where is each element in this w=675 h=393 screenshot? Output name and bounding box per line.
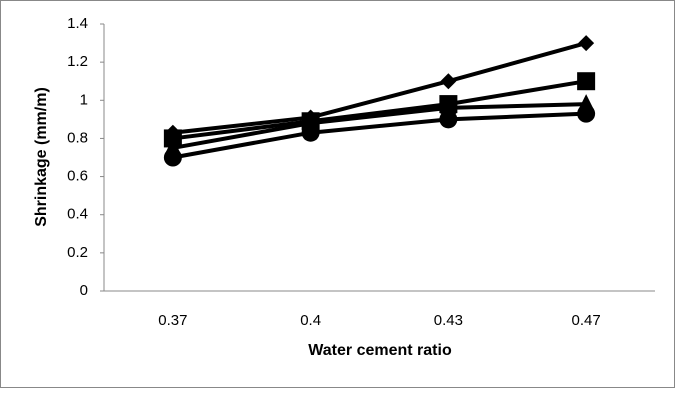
y-tick-label: 0 [80,282,88,299]
x-axis-title: Water cement ratio [308,342,452,359]
y-tick-label: 0.8 [67,129,88,146]
marker [301,123,320,142]
series-line [172,41,587,135]
y-tick-label: 0.2 [67,244,88,261]
marker [439,110,458,129]
y-tick-label: 0.6 [67,168,88,185]
y-tick-label: 0.4 [67,206,88,223]
series-line [172,79,587,141]
y-tick-label: 1.4 [67,15,88,32]
marker [578,35,595,52]
y-axis-title: Shrinkage (mm/m) [33,87,50,227]
series-line [172,102,587,150]
marker [163,148,182,167]
marker [440,97,457,114]
x-tick-label: 0.37 [158,312,187,329]
marker [577,104,596,123]
x-tick-label: 0.4 [300,312,321,329]
marker [577,72,596,91]
x-tick-label: 0.43 [434,312,463,329]
marker [440,73,457,90]
series-line [172,111,587,160]
y-tick-label: 1 [80,91,88,108]
x-tick-label: 0.47 [572,312,601,329]
y-tick-label: 1.2 [67,53,88,70]
